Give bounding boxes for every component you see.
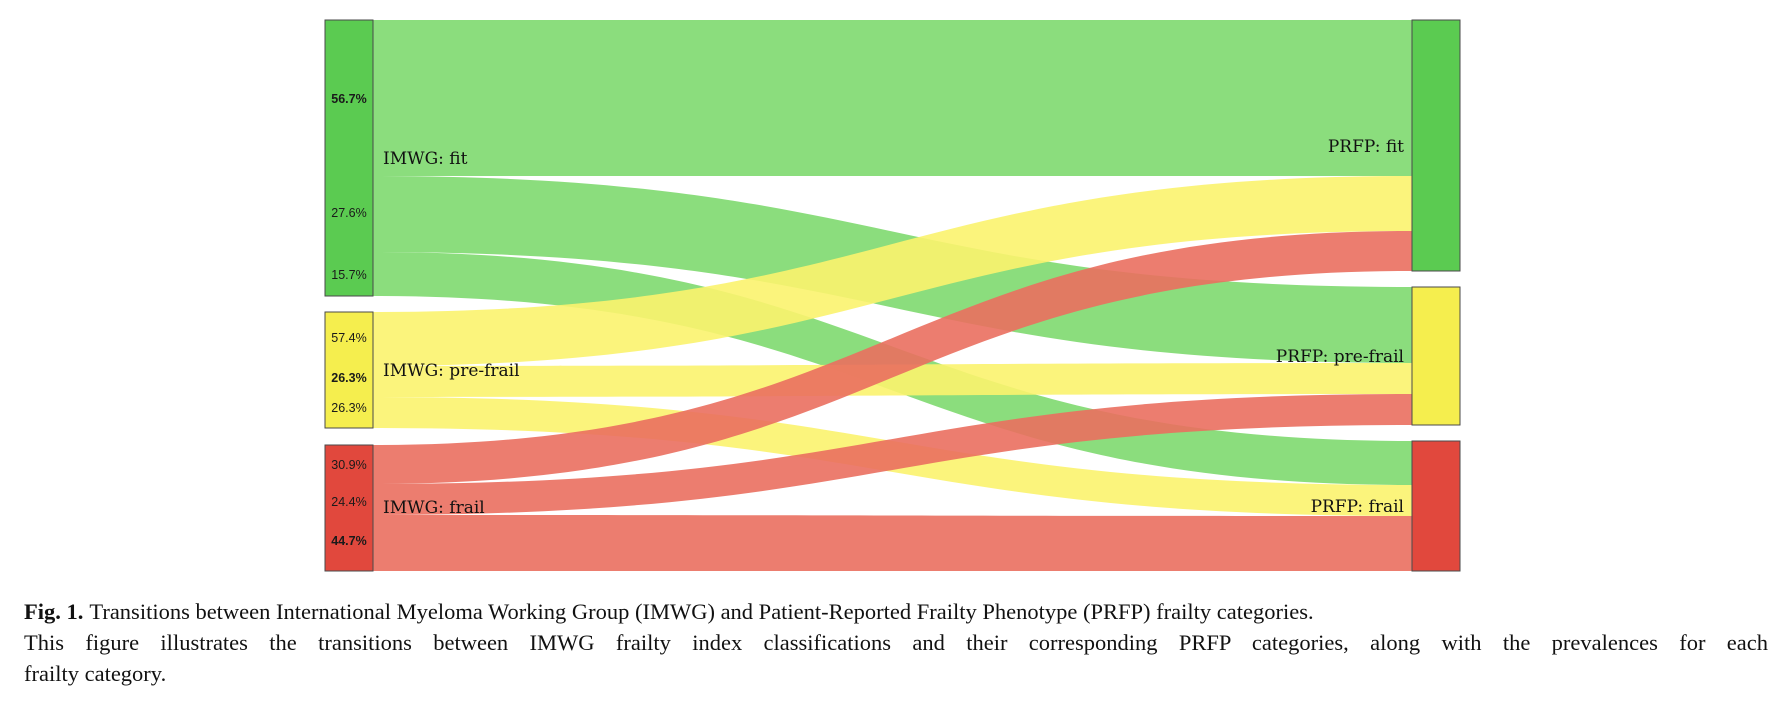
caption-body-line-1: This figure illustrates the transitions …	[24, 630, 1768, 655]
category-nodes	[324, 19, 1461, 572]
flow-frail-to-pre-frail	[373, 394, 1412, 515]
source-label-fit: IMWG: fit	[383, 149, 468, 169]
flow-pre-frail-to-pre-frail	[373, 363, 1412, 397]
flow-links	[373, 20, 1412, 571]
sankey-diagram: IMWG: fit 56.7% 27.6% 15.7% IMWG: pre-frail 5…	[324, 19, 1461, 572]
share-label: 57.4%	[331, 331, 366, 345]
source-node-fit	[324, 19, 374, 297]
share-label: 26.3%	[331, 371, 366, 385]
target-label-fit: PRFP: fit	[1328, 137, 1404, 157]
target-node-fit	[1411, 19, 1461, 272]
figure-caption: Fig. 1. Transitions between International…	[24, 596, 1768, 689]
figure-label: Fig. 1.	[24, 599, 84, 624]
share-label: 24.4%	[331, 495, 366, 509]
flow-frail-to-frail	[373, 515, 1412, 571]
target-label-frail: PRFP: frail	[1311, 497, 1404, 517]
source-label-frail: IMWG: frail	[383, 498, 485, 518]
target-node-frail	[1411, 440, 1461, 572]
share-label: 26.3%	[331, 401, 366, 415]
share-label: 15.7%	[331, 268, 366, 282]
node-labels: IMWG: fit 56.7% 27.6% 15.7% IMWG: pre-frail 5…	[331, 92, 1404, 548]
share-label: 44.7%	[331, 534, 366, 548]
caption-body-line-2: frailty category.	[24, 661, 167, 686]
source-node-frail	[324, 444, 374, 572]
flow-frail-to-fit	[373, 231, 1412, 484]
target-label-pre-frail: PRFP: pre-frail	[1276, 347, 1404, 367]
share-label: 27.6%	[331, 206, 366, 220]
target-node-pre-frail	[1411, 286, 1461, 426]
source-node-pre-frail	[324, 311, 374, 429]
caption-title-line: Fig. 1. Transitions between International…	[24, 596, 1768, 627]
flow-fit-to-fit	[373, 20, 1412, 176]
flow-pre-frail-to-fit	[373, 176, 1412, 366]
share-label: 56.7%	[331, 92, 366, 106]
source-label-pre-frail: IMWG: pre-frail	[383, 361, 520, 381]
caption-title: Transitions between International Myelom…	[89, 599, 1314, 624]
share-label: 30.9%	[331, 458, 366, 472]
